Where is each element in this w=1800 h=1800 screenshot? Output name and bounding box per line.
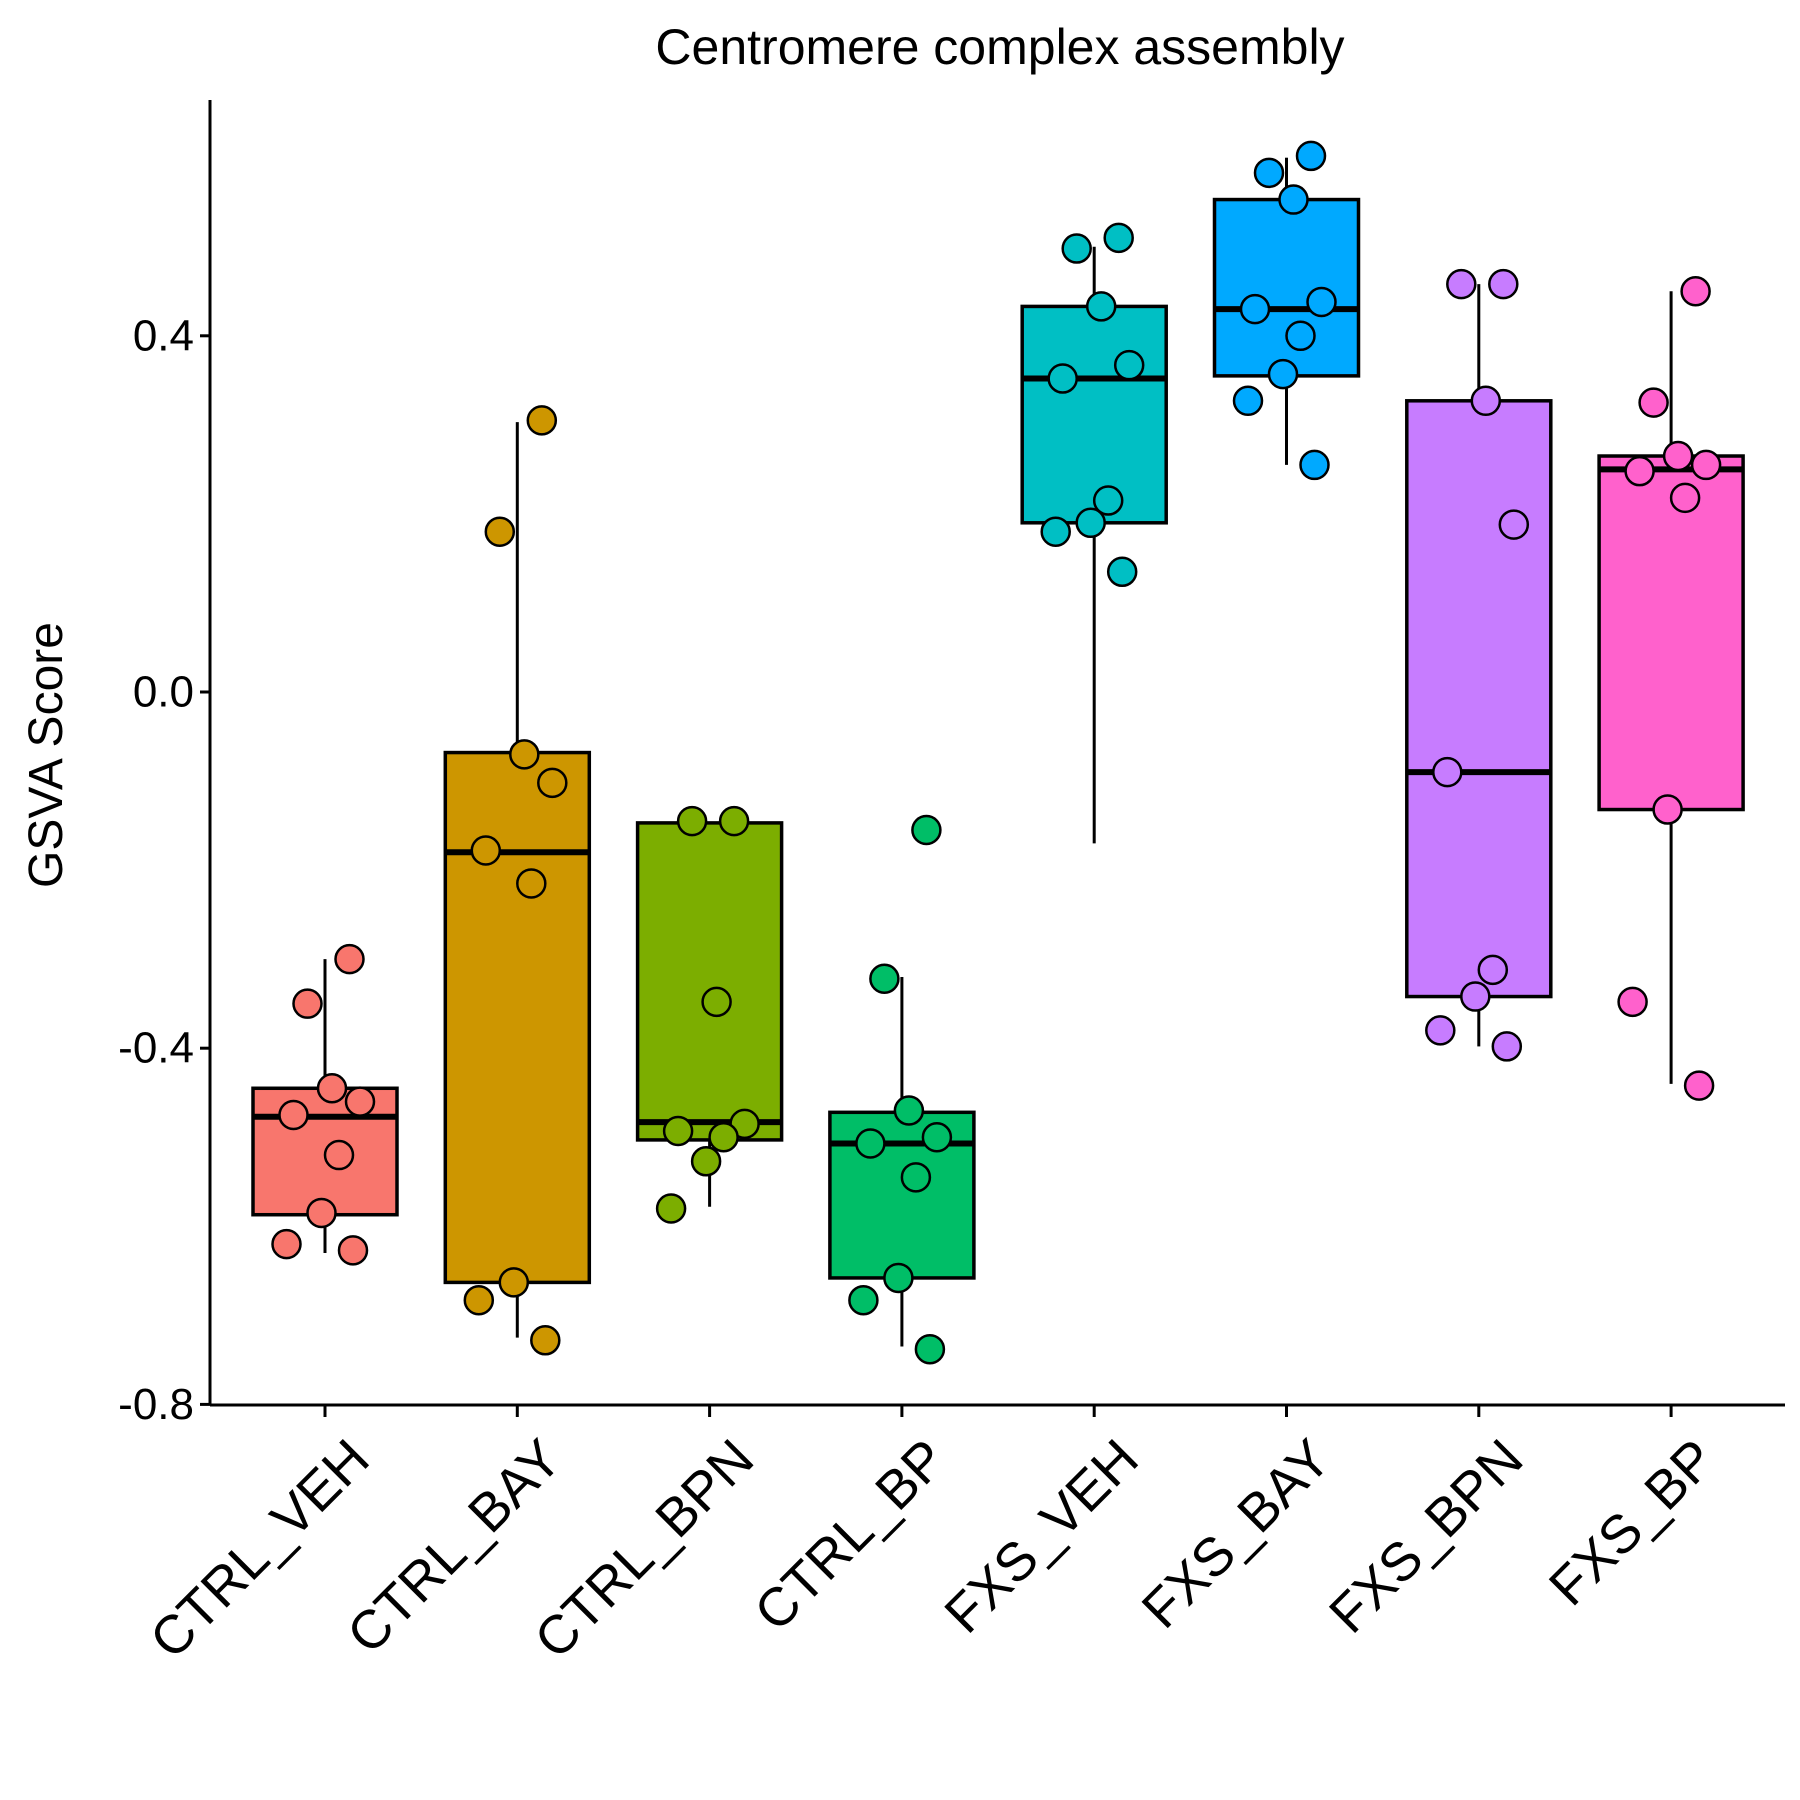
data-point-ctrl-bpn <box>690 1146 722 1177</box>
data-point-fxs-veh <box>1075 507 1106 539</box>
data-point-ctrl-veh <box>334 943 365 975</box>
data-point-fxs-bay <box>1306 286 1337 318</box>
box-fxs-bp <box>1597 454 1745 812</box>
x-tick-label-ctrl-veh: CTRL_VEH <box>139 1428 381 1670</box>
data-point-ctrl-bay <box>537 767 568 799</box>
box-fxs-bay <box>1212 197 1361 378</box>
data-point-ctrl-veh <box>306 1197 337 1229</box>
data-point-fxs-bpn <box>1432 756 1463 788</box>
chart-title: Centromere complex assembly <box>655 19 1344 75</box>
data-point-fxs-bay <box>1285 320 1316 352</box>
box-ctrl-bp <box>828 1110 976 1280</box>
data-point-fxs-bpn <box>1470 385 1502 417</box>
data-point-ctrl-bp <box>911 814 942 846</box>
data-point-fxs-bp <box>1617 986 1648 1018</box>
box-ctrl-bpn <box>635 821 784 1142</box>
data-point-fxs-bpn <box>1425 1015 1456 1046</box>
x-tick-label-fxs-bpn: FXS_BPN <box>1318 1428 1534 1644</box>
data-point-ctrl-bay <box>470 835 502 866</box>
x-tick-label-ctrl-bp: CTRL_BP <box>743 1428 957 1642</box>
y-tick-label: -0.4 <box>118 1024 194 1073</box>
data-point-ctrl-bay <box>463 1284 495 1316</box>
data-point-ctrl-veh <box>323 1139 355 1171</box>
data-point-ctrl-bp <box>848 1284 879 1316</box>
data-point-fxs-bay <box>1239 293 1271 325</box>
data-point-fxs-bp <box>1680 276 1711 307</box>
data-point-ctrl-bay <box>526 405 558 436</box>
data-point-ctrl-veh <box>271 1228 302 1260</box>
y-tick-label: 0.4 <box>133 311 194 360</box>
data-point-fxs-veh <box>1106 556 1138 588</box>
data-point-fxs-bp <box>1690 449 1722 481</box>
box-ctrl-bay <box>443 750 592 1285</box>
y-axis-label: GSVA Score <box>20 622 73 888</box>
data-point-fxs-bay <box>1267 358 1299 390</box>
data-point-ctrl-bp <box>914 1333 946 1365</box>
data-point-fxs-veh <box>1061 233 1092 264</box>
x-tick-label-fxs-bay: FXS_BAY <box>1131 1428 1343 1640</box>
x-tick-label-fxs-bp: FXS_BP <box>1538 1428 1727 1617</box>
data-point-fxs-bp <box>1624 455 1655 487</box>
data-point-ctrl-bpn <box>676 805 708 837</box>
data-point-ctrl-bp <box>869 963 900 994</box>
data-point-fxs-bpn <box>1446 268 1477 300</box>
data-point-fxs-bay <box>1295 140 1327 172</box>
data-point-fxs-bay <box>1278 184 1309 215</box>
data-point-ctrl-bp <box>855 1128 886 1159</box>
data-point-fxs-bpn <box>1498 509 1530 540</box>
data-point-fxs-bp <box>1638 387 1669 418</box>
data-point-ctrl-bp <box>900 1162 932 1193</box>
data-point-ctrl-bay <box>484 516 516 547</box>
data-point-fxs-bpn <box>1488 268 1519 300</box>
data-point-ctrl-bay <box>530 1325 561 1356</box>
data-point-fxs-bpn <box>1460 981 1491 1012</box>
data-point-ctrl-bay <box>498 1267 530 1298</box>
data-point-fxs-veh <box>1103 222 1134 254</box>
y-tick-label: 0.0 <box>133 668 194 717</box>
boxes-layer <box>251 157 1745 1347</box>
data-point-fxs-bay <box>1299 449 1330 481</box>
data-point-ctrl-bpn <box>708 1122 739 1153</box>
data-point-fxs-veh <box>1092 485 1124 516</box>
data-point-fxs-bpn <box>1491 1031 1523 1062</box>
data-point-ctrl-bpn <box>662 1115 694 1147</box>
data-point-ctrl-veh <box>292 988 323 1019</box>
box-fxs-veh <box>1020 304 1168 525</box>
data-point-fxs-veh <box>1047 363 1078 394</box>
data-point-fxs-veh <box>1113 349 1145 381</box>
data-point-fxs-bpn <box>1477 954 1509 986</box>
data-point-ctrl-bp <box>893 1095 925 1126</box>
data-point-fxs-veh <box>1085 291 1117 322</box>
data-point-ctrl-veh <box>344 1086 376 1117</box>
data-point-ctrl-veh <box>316 1073 348 1104</box>
data-point-ctrl-bay <box>509 739 540 770</box>
data-point-ctrl-bp <box>883 1262 914 1294</box>
box-fxs-bpn <box>1405 399 1553 999</box>
data-point-ctrl-bpn <box>655 1193 687 1224</box>
data-point-ctrl-bpn <box>701 986 732 1018</box>
points-layer <box>271 140 1722 1365</box>
data-point-ctrl-bay <box>516 868 547 899</box>
data-point-fxs-bay <box>1253 157 1285 189</box>
data-point-fxs-bp <box>1662 440 1694 472</box>
data-point-fxs-bp <box>1669 482 1701 514</box>
data-point-fxs-bp <box>1683 1070 1715 1101</box>
data-point-fxs-bp <box>1652 794 1683 825</box>
x-tick-label-fxs-veh: FXS_VEH <box>933 1428 1149 1644</box>
data-point-fxs-bay <box>1232 385 1264 417</box>
data-point-ctrl-veh <box>278 1099 309 1131</box>
data-point-fxs-veh <box>1040 516 1071 547</box>
data-point-ctrl-veh <box>337 1235 369 1266</box>
data-point-ctrl-bpn <box>718 805 750 837</box>
y-tick-label: -0.8 <box>118 1380 194 1429</box>
data-point-ctrl-bp <box>921 1122 953 1153</box>
